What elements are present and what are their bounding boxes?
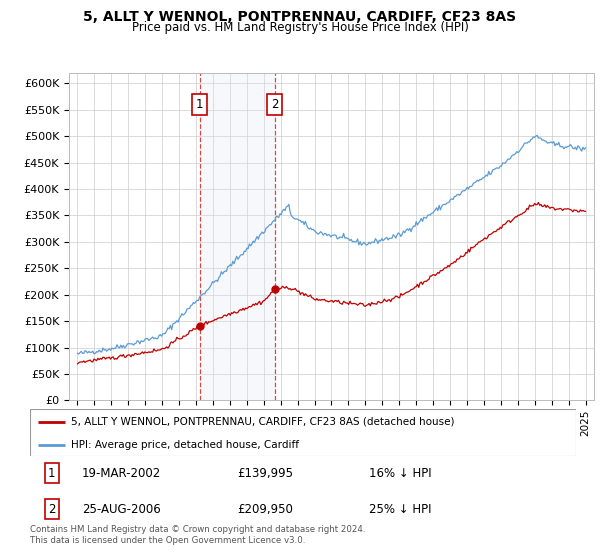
Text: 25-AUG-2006: 25-AUG-2006: [82, 503, 161, 516]
Bar: [200, 73, 275, 400]
Text: 5, ALLT Y WENNOL, PONTPRENNAU, CARDIFF, CF23 8AS: 5, ALLT Y WENNOL, PONTPRENNAU, CARDIFF, …: [83, 10, 517, 24]
Text: 1: 1: [196, 98, 203, 111]
Text: 25% ↓ HPI: 25% ↓ HPI: [368, 503, 431, 516]
Text: 2: 2: [48, 503, 56, 516]
Text: 19-MAR-2002: 19-MAR-2002: [82, 467, 161, 480]
Text: £139,995: £139,995: [238, 467, 293, 480]
Text: 2: 2: [271, 98, 278, 111]
FancyBboxPatch shape: [30, 409, 576, 456]
Text: HPI: Average price, detached house, Cardiff: HPI: Average price, detached house, Card…: [71, 440, 299, 450]
Text: Contains HM Land Registry data © Crown copyright and database right 2024.
This d: Contains HM Land Registry data © Crown c…: [30, 525, 365, 545]
Text: Price paid vs. HM Land Registry's House Price Index (HPI): Price paid vs. HM Land Registry's House …: [131, 21, 469, 34]
Text: 16% ↓ HPI: 16% ↓ HPI: [368, 467, 431, 480]
Text: £209,950: £209,950: [238, 503, 293, 516]
Text: 1: 1: [48, 467, 56, 480]
Text: 5, ALLT Y WENNOL, PONTPRENNAU, CARDIFF, CF23 8AS (detached house): 5, ALLT Y WENNOL, PONTPRENNAU, CARDIFF, …: [71, 417, 454, 427]
